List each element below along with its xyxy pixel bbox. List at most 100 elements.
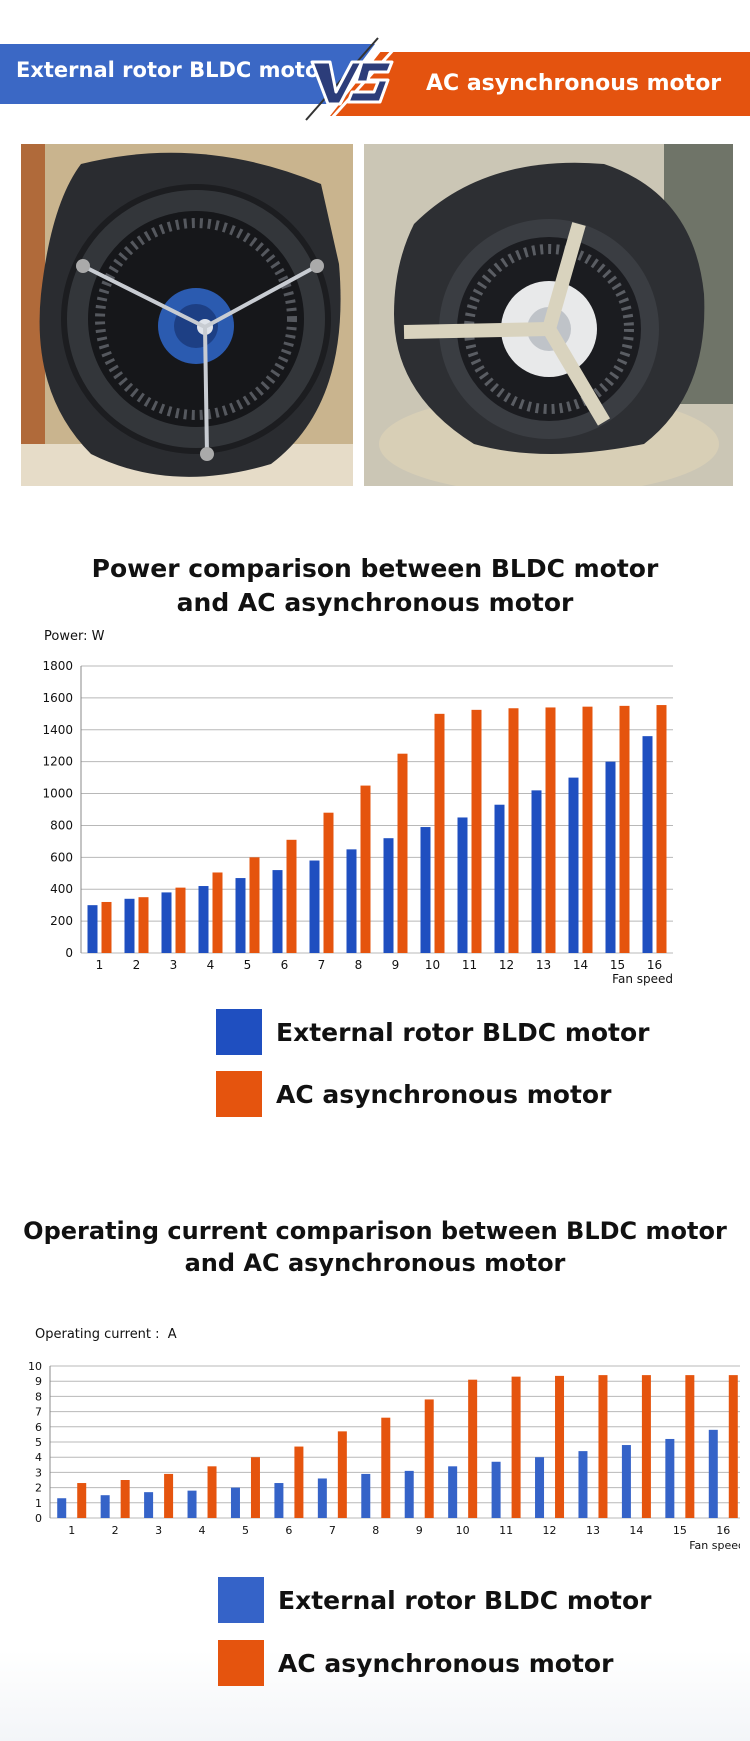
ac-bar [582, 706, 593, 953]
bldc-bar [383, 838, 394, 953]
x-tick-label: 11 [462, 958, 477, 972]
ac-bar [294, 1446, 304, 1518]
ac-bar [424, 1399, 434, 1518]
ac-bar [250, 1457, 260, 1518]
x-tick-label: 7 [318, 958, 326, 972]
bldc-bar [605, 761, 616, 953]
current-legend-ac: AC asynchronous motor [218, 1640, 613, 1686]
ac-bar [728, 1375, 738, 1518]
bldc-bar [274, 1483, 284, 1518]
bldc-bar [491, 1461, 501, 1518]
x-tick-label: 13 [586, 1524, 600, 1537]
y-tick-label: 0 [65, 946, 73, 960]
bldc-bar [494, 804, 505, 953]
x-tick-label: 15 [610, 958, 625, 972]
x-tick-label: 7 [329, 1524, 336, 1537]
ac-bar [468, 1379, 478, 1518]
y-tick-label: 1200 [42, 755, 73, 769]
x-tick-label: 2 [112, 1524, 119, 1537]
bldc-bar [568, 777, 579, 953]
bldc-bar [235, 878, 246, 953]
bldc-bar [87, 905, 98, 953]
x-tick-label: 12 [543, 1524, 557, 1537]
bldc-bar [230, 1487, 240, 1518]
ac-bar [397, 753, 408, 953]
ac-bar [138, 897, 149, 953]
bldc-bar [161, 892, 172, 953]
comparison-banner: External rotor BLDC motor AC asynchronou… [0, 36, 750, 122]
bldc-banner-label: External rotor BLDC motor [16, 58, 330, 82]
bldc-bar [457, 817, 468, 953]
x-tick-label: 1 [96, 958, 104, 972]
current-chart-title-line2: and AC asynchronous motor [184, 1249, 566, 1278]
ac-bar [360, 785, 371, 953]
x-tick-label: 13 [536, 958, 551, 972]
x-tick-label: 8 [355, 958, 363, 972]
x-tick-label: 16 [716, 1524, 730, 1537]
x-tick-label: 1 [68, 1524, 75, 1537]
power-unit-label: Power: W [44, 629, 105, 644]
ac-legend-label: AC asynchronous motor [276, 1079, 612, 1109]
x-axis-label: Fan speed [689, 1539, 740, 1552]
x-tick-label: 12 [499, 958, 514, 972]
ac-legend-swatch [218, 1640, 264, 1686]
bldc-bar [420, 827, 431, 953]
current-chart-title-line1: Operating current comparison between BLD… [23, 1217, 727, 1245]
power-chart-title: Power comparison between BLDC motor and … [0, 552, 750, 620]
y-tick-label: 1 [35, 1497, 42, 1510]
x-tick-label: 16 [647, 958, 662, 972]
ac-blower-photo [364, 144, 733, 486]
power-chart-title-line2: and AC asynchronous motor [176, 587, 574, 617]
bldc-bar [578, 1451, 588, 1518]
bldc-bar [361, 1473, 371, 1518]
x-tick-label: 3 [155, 1524, 162, 1537]
bldc-bar [404, 1470, 414, 1518]
bldc-bar [309, 860, 320, 953]
bldc-bar [100, 1495, 110, 1518]
bldc-bar [621, 1445, 631, 1518]
ac-bar [545, 707, 556, 953]
ac-bar [656, 705, 667, 953]
y-tick-label: 10 [28, 1360, 42, 1373]
bldc-bar [124, 898, 135, 953]
bldc-bar [535, 1457, 545, 1518]
bldc-bar [317, 1478, 327, 1518]
x-tick-label: 8 [372, 1524, 379, 1537]
x-tick-label: 14 [573, 958, 588, 972]
bldc-bar [272, 870, 283, 953]
y-tick-label: 4 [35, 1451, 42, 1464]
ac-bar [685, 1375, 695, 1518]
current-chart-title: Operating current comparison between BLD… [0, 1215, 750, 1280]
x-tick-label: 9 [392, 958, 400, 972]
current-legend-bldc: External rotor BLDC motor [218, 1577, 652, 1623]
bldc-bar [665, 1438, 675, 1518]
ac-legend-label: AC asynchronous motor [278, 1648, 614, 1678]
ac-bar [207, 1466, 217, 1518]
ac-bar [511, 1376, 521, 1518]
y-tick-label: 1800 [42, 659, 73, 673]
ac-bar [434, 713, 445, 953]
x-tick-label: 15 [673, 1524, 687, 1537]
x-axis-label: Fan speed [612, 972, 673, 986]
y-tick-label: 6 [35, 1421, 42, 1434]
y-tick-label: 200 [50, 914, 73, 928]
bldc-bar [531, 790, 542, 953]
ac-legend-swatch [216, 1071, 262, 1117]
ac-bar [77, 1483, 87, 1518]
ac-bar [508, 708, 519, 953]
ac-bar [249, 857, 260, 953]
bldc-bar [448, 1466, 458, 1518]
bldc-banner-band [0, 44, 375, 104]
bldc-legend-swatch [218, 1577, 264, 1623]
ac-banner-band [330, 52, 750, 116]
ac-bar [598, 1375, 608, 1518]
bldc-legend-swatch [216, 1009, 262, 1055]
x-tick-label: 6 [285, 1524, 292, 1537]
power-legend-ac: AC asynchronous motor [216, 1071, 611, 1117]
x-tick-label: 6 [281, 958, 289, 972]
x-tick-label: 10 [456, 1524, 470, 1537]
x-tick-label: 14 [629, 1524, 643, 1537]
bldc-bar [198, 886, 209, 953]
ac-bar [120, 1480, 130, 1518]
